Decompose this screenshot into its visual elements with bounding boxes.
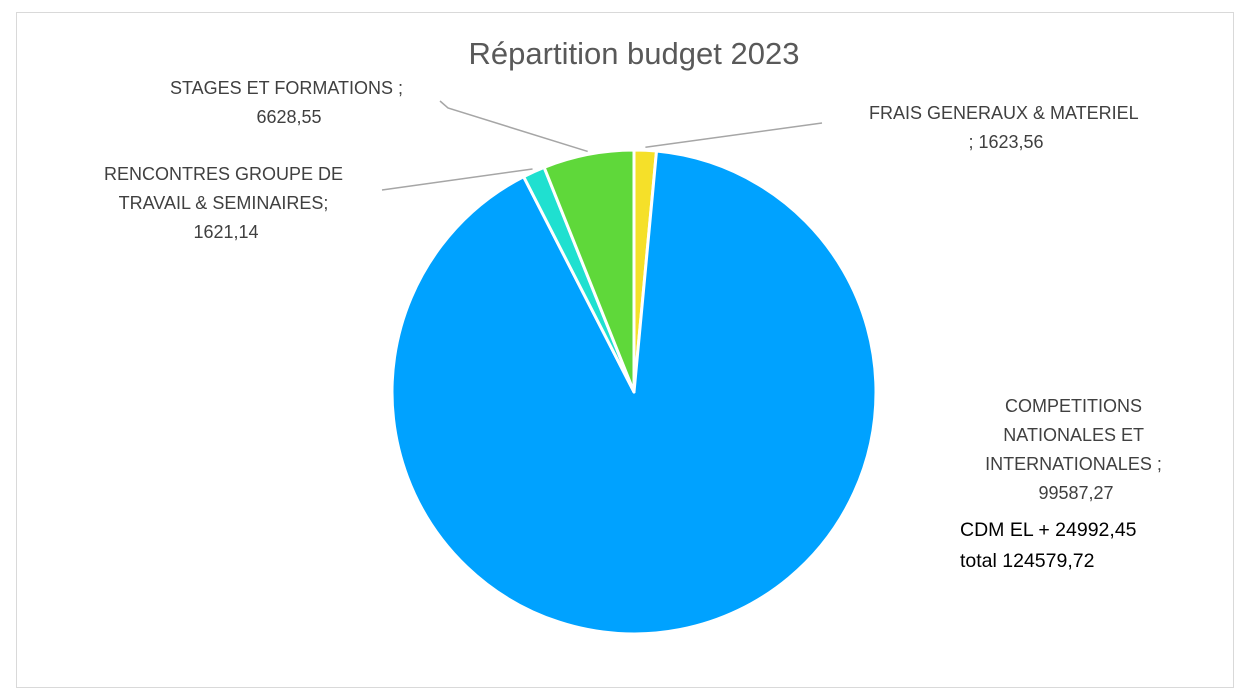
data-label-rencontres-line-2: TRAVAIL & SEMINAIRES; [119, 193, 329, 213]
leader-line-stages [439, 100, 588, 153]
data-label-stages: STAGES ET FORMATIONS ; 6628,55 [170, 78, 408, 127]
data-label-competitions-line-3: INTERNATIONALES ; [985, 454, 1162, 474]
annotation-total-line: total 124579,72 [960, 550, 1094, 572]
data-label-competitions-line-4: 99587,27 [1038, 483, 1113, 503]
chart-title: Répartition budget 2023 [469, 36, 800, 71]
data-label-competitions-line-1: COMPETITIONS [1005, 396, 1142, 416]
pie-slices [390, 148, 878, 636]
annotation-cdm-line-1: CDM EL + 24992,45 [960, 519, 1137, 541]
data-label-competitions-line-2: NATIONALES ET [1003, 425, 1144, 445]
data-label-frais-line-2: ; 1623,56 [968, 132, 1043, 152]
data-label-stages-line-1: STAGES ET FORMATIONS ; [170, 78, 403, 98]
annotation-cdm: CDM EL + 24992,45 total 124579,72 [960, 519, 1142, 572]
data-label-rencontres-line-1: RENCONTRES GROUPE DE [104, 164, 343, 184]
data-label-frais-line-1: FRAIS GENERAUX & MATERIEL [869, 103, 1139, 123]
data-label-frais: FRAIS GENERAUX & MATERIEL ; 1623,56 [869, 103, 1143, 152]
data-label-rencontres: RENCONTRES GROUPE DE TRAVAIL & SEMINAIRE… [104, 164, 348, 242]
pie-slice-stages [542, 148, 636, 394]
data-label-rencontres-line-3: 1621,14 [193, 222, 258, 242]
data-label-stages-line-2: 6628,55 [256, 107, 321, 127]
leader-lines [381, 100, 823, 191]
leader-line-frais [645, 122, 823, 149]
leader-line-rencontres [381, 168, 533, 191]
data-label-competitions: COMPETITIONS NATIONALES ET INTERNATIONAL… [985, 396, 1167, 503]
